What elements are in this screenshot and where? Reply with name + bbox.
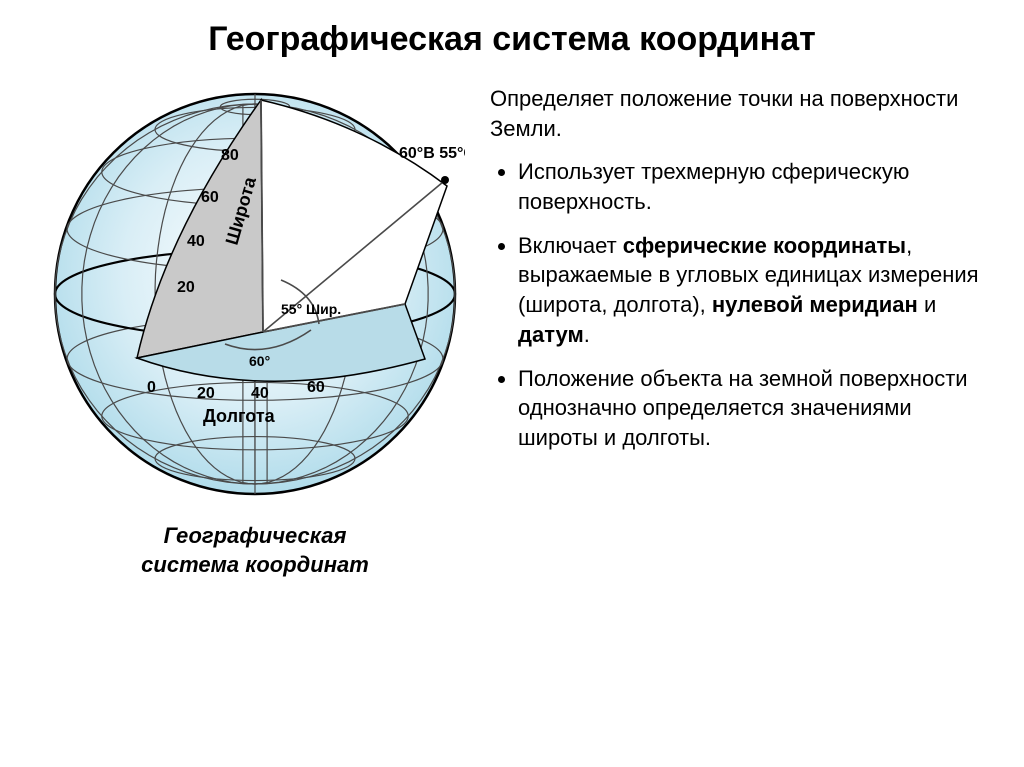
globe-diagram: 20406080Широта0204060Долгота60°В 55°С55°…	[45, 84, 465, 504]
b2-bold1: сферические координаты	[623, 233, 906, 258]
inner-lat-label: 55° Шир.	[281, 301, 341, 317]
caption-line2: система координат	[141, 552, 369, 577]
inner-lon-label: 60°	[249, 353, 270, 369]
diagram-panel: 20406080Широта0204060Долгота60°В 55°С55°…	[40, 84, 470, 579]
lon-tick: 60	[307, 379, 325, 396]
lat-tick: 80	[221, 147, 239, 164]
bullet-2: Включает сферические координаты, выражае…	[518, 231, 984, 350]
point-label: 60°В 55°С	[399, 145, 465, 162]
b2-pre: Включает	[518, 233, 623, 258]
lon-tick: 20	[197, 385, 215, 402]
intro-text: Определяет положение точки на поверхност…	[490, 84, 984, 143]
b2-post2: .	[584, 322, 590, 347]
longitude-axis-label: Долгота	[203, 406, 276, 426]
b3-text: Положение объекта на земной поверхности …	[518, 366, 968, 450]
lon-tick: 0	[147, 379, 156, 396]
b2-post: и	[918, 292, 936, 317]
lon-tick: 40	[251, 385, 269, 402]
page-title: Географическая система координат	[40, 20, 984, 59]
b2-bold2: нулевой меридиан	[712, 292, 918, 317]
bullet-1: Использует трехмерную сферическую поверх…	[518, 157, 984, 216]
text-panel: Определяет положение точки на поверхност…	[490, 84, 984, 579]
lat-tick: 20	[177, 279, 195, 296]
bullet-3: Положение объекта на земной поверхности …	[518, 364, 984, 453]
bullet-list: Использует трехмерную сферическую поверх…	[490, 157, 984, 452]
lat-tick: 60	[201, 189, 219, 206]
diagram-caption: Географическая система координат	[141, 522, 369, 579]
caption-line1: Географическая	[164, 523, 347, 548]
lat-tick: 40	[187, 233, 205, 250]
content-row: 20406080Широта0204060Долгота60°В 55°С55°…	[40, 84, 984, 579]
b2-bold3: датум	[518, 322, 584, 347]
b1-text: Использует трехмерную сферическую поверх…	[518, 159, 909, 214]
